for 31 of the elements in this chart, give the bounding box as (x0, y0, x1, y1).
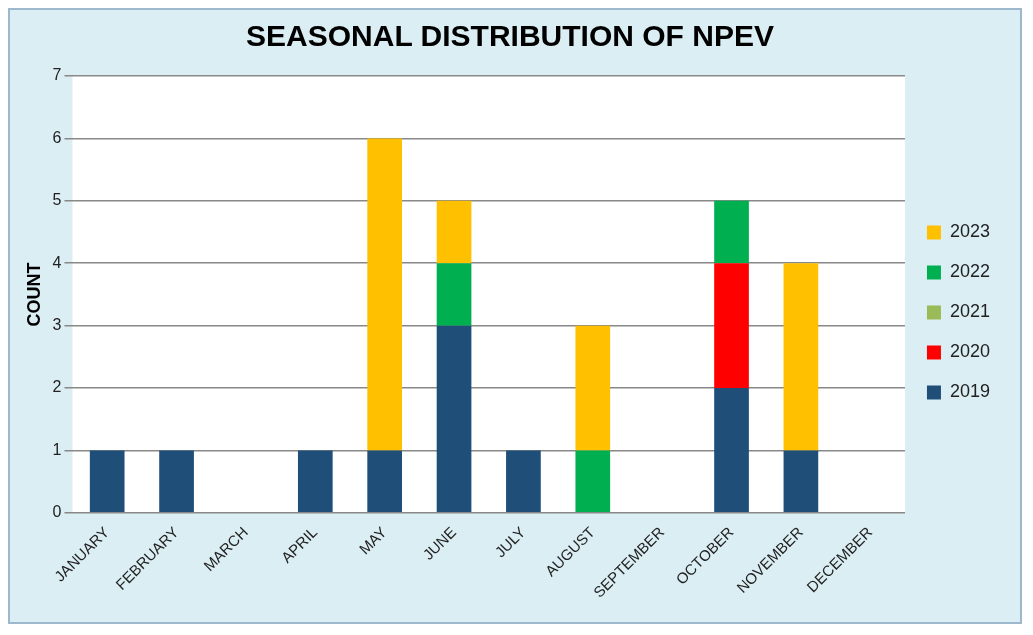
y-tick-label: 5 (52, 191, 62, 209)
bar (89, 450, 125, 513)
y-tick-label: 1 (52, 440, 62, 458)
chart-title: SEASONAL DISTRIBUTION OF NPEV (246, 19, 774, 53)
bar (714, 263, 749, 389)
legend-label: 2020 (949, 341, 990, 362)
bar (783, 450, 819, 513)
bar (159, 450, 194, 513)
y-tick-label: 4 (52, 253, 62, 271)
y-tick-label: 6 (52, 128, 62, 146)
y-tick-label: 2 (52, 378, 62, 396)
y-tick-label: 3 (52, 316, 62, 334)
bar (297, 450, 333, 513)
bar (783, 263, 819, 451)
bar (367, 450, 403, 513)
bar (436, 200, 472, 264)
bar (436, 263, 472, 326)
bar (367, 138, 403, 451)
legend-label: 2022 (949, 261, 990, 282)
bar (714, 388, 749, 513)
legend-label: 2019 (949, 381, 990, 402)
bar (575, 325, 611, 451)
y-tick-label: 7 (52, 66, 62, 84)
legend-label: 2021 (949, 301, 990, 322)
y-tick-label: 0 (52, 503, 62, 521)
bar (575, 450, 611, 513)
legend-label: 2023 (949, 221, 990, 242)
bar (506, 450, 541, 513)
y-axis-title: COUNT (23, 262, 44, 327)
bar (714, 200, 749, 264)
bar (436, 325, 472, 513)
